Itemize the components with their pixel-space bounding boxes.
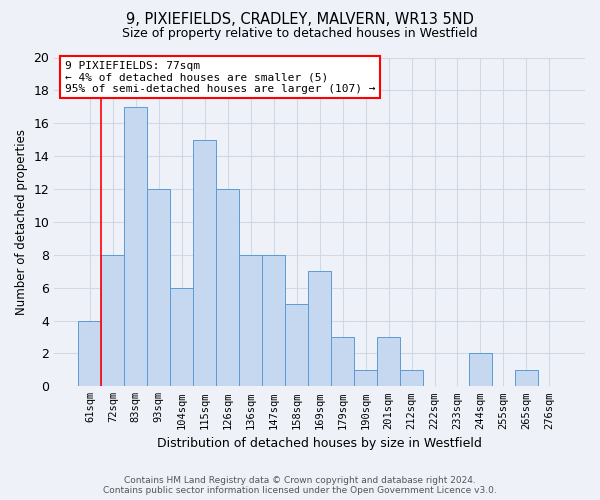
Bar (285, 304, 308, 386)
Bar (79, 320, 101, 386)
Bar (377, 337, 400, 386)
Text: Contains HM Land Registry data © Crown copyright and database right 2024.
Contai: Contains HM Land Registry data © Crown c… (103, 476, 497, 495)
Text: 9, PIXIEFIELDS, CRADLEY, MALVERN, WR13 5ND: 9, PIXIEFIELDS, CRADLEY, MALVERN, WR13 5… (126, 12, 474, 28)
Bar (469, 354, 492, 386)
Bar (400, 370, 423, 386)
Bar (148, 189, 170, 386)
Y-axis label: Number of detached properties: Number of detached properties (15, 129, 28, 315)
Bar (308, 271, 331, 386)
X-axis label: Distribution of detached houses by size in Westfield: Distribution of detached houses by size … (157, 437, 482, 450)
Bar (331, 337, 354, 386)
Text: Size of property relative to detached houses in Westfield: Size of property relative to detached ho… (122, 28, 478, 40)
Bar (515, 370, 538, 386)
Text: 9 PIXIEFIELDS: 77sqm
← 4% of detached houses are smaller (5)
95% of semi-detache: 9 PIXIEFIELDS: 77sqm ← 4% of detached ho… (65, 61, 376, 94)
Bar (101, 255, 124, 386)
Bar (193, 140, 216, 386)
Bar (216, 189, 239, 386)
Bar (262, 255, 285, 386)
Bar (170, 288, 193, 386)
Bar (124, 107, 148, 386)
Bar (239, 255, 262, 386)
Bar (354, 370, 377, 386)
